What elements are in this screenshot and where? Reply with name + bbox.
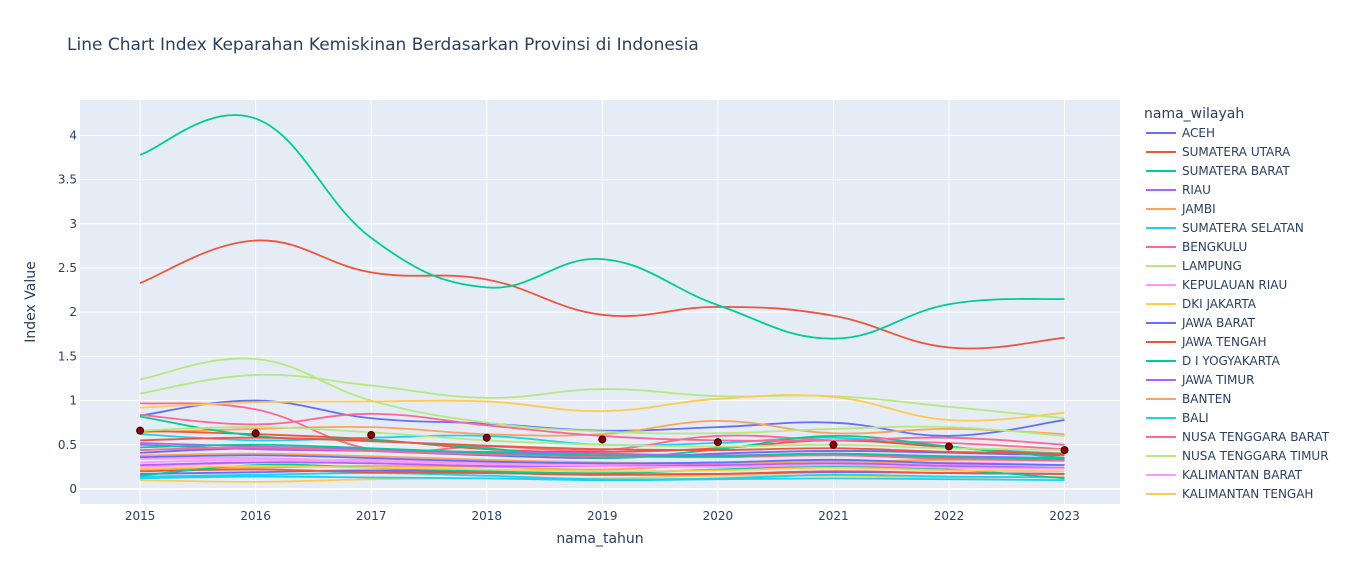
x-tick-label: 2019 (587, 509, 618, 523)
legend-label: ACEH (1182, 126, 1215, 140)
series-line (140, 429, 1065, 457)
legend-item[interactable]: DKI JAKARTA (1146, 297, 1257, 311)
legend-title: nama_wilayah (1144, 106, 1244, 122)
y-tick-label: 1 (69, 394, 77, 408)
y-tick-label: 4 (69, 128, 77, 142)
series-line (140, 463, 1065, 480)
legend-label: JAWA TIMUR (1181, 373, 1254, 387)
legend-label: SUMATERA SELATAN (1182, 221, 1304, 235)
legend[interactable]: nama_wilayah ACEH SUMATERA UTARA SUMATERA … (1144, 106, 1330, 501)
legend-label: NUSA TENGGARA BARAT (1182, 430, 1330, 444)
series-line (140, 394, 1065, 422)
legend-label: BALI (1182, 411, 1209, 425)
y-tick-label: 2.5 (58, 261, 77, 275)
legend-item[interactable]: NUSA TENGGARA BARAT (1146, 430, 1330, 444)
series-line (140, 436, 1065, 455)
legend-label: BANTEN (1182, 392, 1231, 406)
series-line (140, 465, 1065, 473)
legend-item[interactable]: ACEH (1146, 126, 1215, 140)
legend-label: JAWA TENGAH (1181, 335, 1267, 349)
legend-label: D I YOGYAKARTA (1182, 354, 1281, 368)
series-line (140, 454, 1065, 467)
series-line (140, 426, 1065, 451)
legend-item[interactable]: LAMPUNG (1146, 259, 1242, 273)
x-tick-label: 2018 (471, 509, 502, 523)
legend-item[interactable]: BENGKULU (1146, 240, 1247, 254)
legend-label: JAWA BARAT (1181, 316, 1256, 330)
average-marker (136, 426, 145, 435)
legend-item[interactable]: KALIMANTAN TENGAH (1146, 487, 1313, 501)
series-line (139, 239, 1065, 350)
legend-item[interactable]: KEPULAUAN RIAU (1146, 278, 1287, 292)
legend-label: KALIMANTAN TENGAH (1182, 487, 1313, 501)
series-lines (139, 114, 1065, 483)
legend-item[interactable]: JAWA TENGAH (1146, 335, 1267, 349)
legend-item[interactable]: BANTEN (1146, 392, 1231, 406)
legend-item[interactable]: JAWA BARAT (1146, 316, 1256, 330)
average-marker (251, 429, 260, 438)
average-marker (713, 438, 722, 447)
x-axis-title: nama_tahun (556, 531, 643, 547)
legend-item[interactable]: SUMATERA SELATAN (1146, 221, 1304, 235)
average-markers (136, 426, 1069, 455)
x-tick-label: 2016 (240, 509, 271, 523)
legend-label: SUMATERA UTARA (1182, 145, 1291, 159)
legend-label: LAMPUNG (1182, 259, 1242, 273)
x-tick-label: 2015 (125, 509, 156, 523)
x-tick-label: 2021 (818, 509, 849, 523)
series-line (140, 458, 1065, 470)
legend-label: KEPULAUAN RIAU (1182, 278, 1287, 292)
y-tick-label: 1.5 (58, 349, 77, 363)
legend-item[interactable]: JAWA TIMUR (1146, 373, 1254, 387)
y-tick-label: 3 (69, 217, 77, 231)
x-tick-labels: 2015 2016 2017 2018 2019 2020 2021 2022 2023 (125, 509, 1080, 523)
chart-title: Line Chart Index Keparahan Kemiskinan Be… (67, 35, 699, 55)
average-marker (829, 440, 838, 449)
legend-label: KALIMANTAN BARAT (1182, 468, 1303, 482)
legend-item[interactable]: D I YOGYAKARTA (1146, 354, 1281, 368)
legend-item[interactable]: KALIMANTAN BARAT (1146, 468, 1303, 482)
y-tick-label: 3.5 (58, 173, 77, 187)
x-tick-label: 2022 (934, 509, 965, 523)
legend-label: BENGKULU (1182, 240, 1247, 254)
y-tick-label: 0.5 (58, 438, 77, 452)
average-marker (1060, 446, 1069, 455)
average-marker (367, 431, 376, 440)
legend-item[interactable]: RIAU (1146, 183, 1211, 197)
legend-item[interactable]: SUMATERA BARAT (1146, 164, 1290, 178)
series-line (139, 357, 1065, 437)
series-line (140, 468, 1065, 476)
legend-label: RIAU (1182, 183, 1211, 197)
average-marker (482, 433, 491, 442)
average-marker (944, 442, 953, 451)
legend-item[interactable]: JAMBI (1146, 202, 1216, 216)
legend-item[interactable]: NUSA TENGGARA TIMUR (1146, 449, 1329, 463)
x-tick-label: 2023 (1049, 509, 1080, 523)
y-tick-label: 0 (69, 482, 77, 496)
legend-label: JAMBI (1181, 202, 1216, 216)
legend-item[interactable]: BALI (1146, 411, 1209, 425)
series-line (140, 443, 1065, 460)
average-marker (598, 435, 607, 444)
legend-label: NUSA TENGGARA TIMUR (1182, 449, 1329, 463)
series-line (140, 475, 1065, 482)
y-tick-labels: 0 0.5 1 1.5 2 2.5 3 3.5 4 (58, 128, 77, 496)
legend-label: DKI JAKARTA (1182, 297, 1257, 311)
x-tick-label: 2017 (356, 509, 387, 523)
legend-item[interactable]: SUMATERA UTARA (1146, 145, 1291, 159)
legend-label: SUMATERA BARAT (1182, 164, 1290, 178)
y-axis-title: Index Value (23, 261, 39, 342)
x-tick-label: 2020 (703, 509, 734, 523)
y-tick-label: 2 (69, 305, 77, 319)
series-line (139, 114, 1065, 340)
series-line (139, 373, 1065, 420)
